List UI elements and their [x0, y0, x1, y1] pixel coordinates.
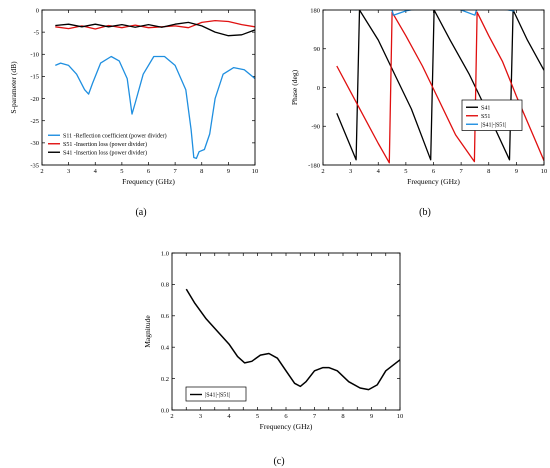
x-tick-label: 2	[40, 168, 43, 175]
plot-frame	[41, 9, 256, 166]
y-tick-label: 0	[317, 85, 320, 92]
y-tick-label: -30	[30, 140, 39, 147]
y-tick-label: -15	[30, 74, 39, 81]
y-tick-label: 0.0	[161, 407, 169, 414]
series-line-1	[55, 55, 255, 160]
plot-frame	[322, 9, 545, 166]
y-tick-label: 0.4	[161, 345, 170, 352]
panel-label-a: (a)	[135, 207, 146, 218]
x-tick-label: 4	[94, 168, 98, 175]
chart-a-s-parameter: 2 3 4 5 6 7 8 9 10 0 -5 -10 -15 -20 -25 -30 -35 Frequency…	[9, 7, 258, 186]
y-axis-label: S-parameter (dB)	[9, 61, 18, 114]
y-tick-label: 0.8	[161, 282, 169, 289]
y-tick-label: 180	[310, 7, 320, 14]
y-axis-label: Phase (deg)	[290, 69, 299, 105]
panel-label-b: (b)	[419, 207, 431, 218]
y-tick-label: 1.0	[161, 250, 169, 257]
legend-label-1: |S41|-|S51|	[205, 393, 230, 399]
x-tick-label: 9	[370, 413, 373, 420]
y-tick-label: -20	[30, 96, 39, 103]
plot-frame	[171, 252, 401, 411]
series-line-3	[55, 21, 255, 37]
y-tick-label: 0	[36, 7, 39, 14]
x-tick-label: 8	[341, 413, 344, 420]
panel-label-c: (c)	[273, 456, 284, 467]
x-tick-label: 4	[227, 413, 231, 420]
x-axis-label: Frequency (GHz)	[122, 177, 175, 186]
y-tick-label: -10	[30, 52, 39, 59]
x-tick-label: 10	[397, 413, 404, 420]
x-tick-label: 2	[170, 413, 173, 420]
x-tick-label: 8	[487, 168, 490, 175]
legend-label-2: S51 -Insertion loss (power divider)	[63, 141, 147, 148]
x-tick-label: 3	[67, 168, 70, 175]
series-line-2	[336, 11, 544, 164]
y-tick-label: 0.6	[161, 313, 170, 320]
x-tick-label: 9	[227, 168, 230, 175]
x-tick-label: 8	[200, 168, 203, 175]
x-tick-label: 2	[321, 168, 324, 175]
x-tick-label: 9	[515, 168, 518, 175]
y-tick-label: -25	[30, 118, 39, 125]
series-line-1	[336, 10, 544, 161]
y-axis-label: Magnitude	[143, 315, 152, 348]
x-tick-label: 5	[120, 168, 123, 175]
series-line-2	[55, 19, 255, 30]
x-tick-label: 4	[377, 168, 381, 175]
y-tick-label: -90	[311, 124, 320, 131]
x-tick-label: 7	[460, 168, 464, 175]
x-tick-label: 3	[199, 413, 202, 420]
y-tick-label: -35	[30, 162, 39, 169]
series-line-1	[185, 288, 400, 391]
x-tick-label: 3	[349, 168, 352, 175]
x-tick-label: 6	[147, 168, 151, 175]
chart-b-phase: 2 3 4 5 6 7 8 9 10 180 90 0 -90 -180 Frequency (GHz) Ph…	[290, 7, 548, 186]
legend-label-3: |S41|-|S51|	[481, 122, 506, 128]
x-tick-label: 6	[432, 168, 436, 175]
legend-label-1: S11 -Reflection coefficient (power divid…	[63, 132, 167, 139]
legend-label-3: S41 -Insertion loss (power divider)	[63, 149, 147, 156]
y-tick-label: -5	[34, 29, 39, 36]
x-tick-label: 5	[256, 413, 259, 420]
legend-label-1: S41	[481, 105, 490, 111]
x-tick-label: 5	[404, 168, 407, 175]
x-tick-label: 7	[313, 413, 317, 420]
x-tick-label: 6	[284, 413, 288, 420]
y-tick-label: 90	[314, 46, 321, 53]
x-tick-label: 7	[174, 168, 178, 175]
x-tick-label: 10	[252, 168, 259, 175]
x-tick-label: 10	[541, 168, 548, 175]
chart-c-magnitude: 2 3 4 5 6 7 8 9 10 0.0 0.2 0.4 0.6 0.8 1.0 Frequency (G…	[143, 250, 403, 431]
y-tick-label: -180	[308, 162, 320, 169]
x-axis-label: Frequency (GHz)	[407, 177, 460, 186]
x-axis-label: Frequency (GHz)	[260, 422, 313, 431]
y-tick-label: 0.2	[161, 376, 169, 383]
legend-box	[185, 386, 247, 402]
legend-label-2: S51	[481, 114, 490, 120]
